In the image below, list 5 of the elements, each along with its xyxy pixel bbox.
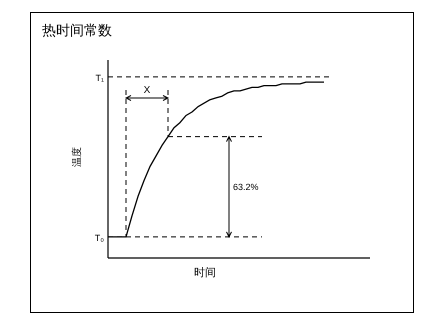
annotation: X — [144, 85, 150, 96]
ylabel: 温度 — [72, 147, 83, 167]
title: 热时间常数 — [42, 22, 112, 38]
xlabel: 时间 — [194, 267, 216, 279]
annotation: 63.2% — [233, 182, 259, 192]
